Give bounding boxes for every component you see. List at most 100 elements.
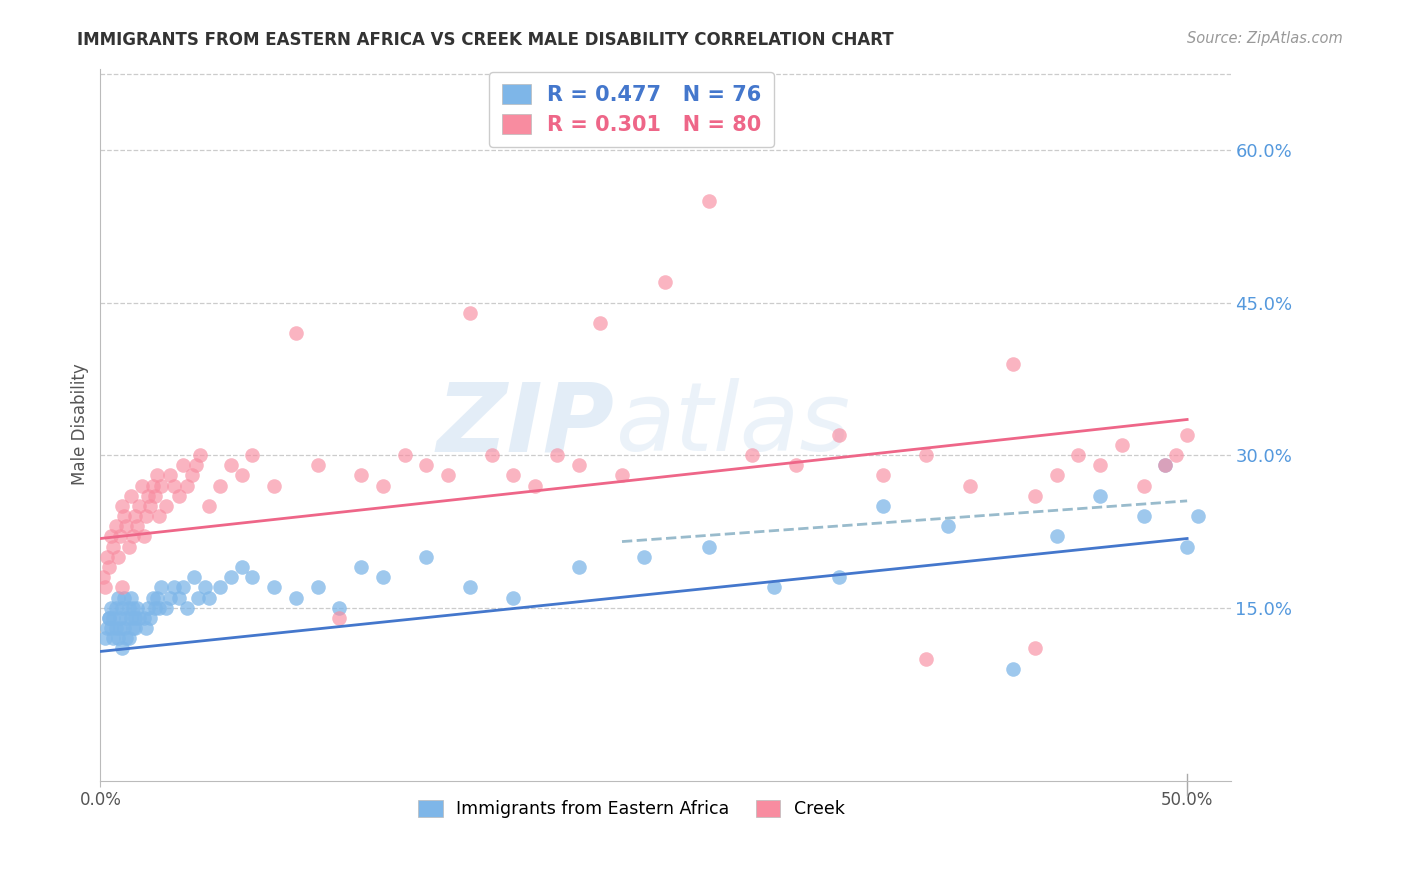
Point — [146, 468, 169, 483]
Point — [176, 478, 198, 492]
Point — [176, 600, 198, 615]
Point — [111, 499, 134, 513]
Point — [124, 621, 146, 635]
Point — [150, 580, 173, 594]
Point — [139, 611, 162, 625]
Point — [1088, 489, 1111, 503]
Point — [1067, 448, 1090, 462]
Point — [120, 591, 142, 605]
Point — [115, 611, 138, 625]
Point — [103, 540, 125, 554]
Point — [104, 621, 127, 635]
Point — [143, 489, 166, 503]
Point — [415, 549, 437, 564]
Point — [107, 631, 129, 645]
Point — [172, 580, 194, 594]
Point — [120, 611, 142, 625]
Point — [167, 489, 190, 503]
Point — [394, 448, 416, 462]
Point — [371, 478, 394, 492]
Point — [112, 509, 135, 524]
Point — [208, 580, 231, 594]
Point — [1187, 509, 1209, 524]
Point — [103, 631, 125, 645]
Point — [242, 570, 264, 584]
Point — [828, 570, 851, 584]
Point — [115, 631, 138, 645]
Point — [111, 600, 134, 615]
Point — [285, 591, 308, 605]
Point — [198, 499, 221, 513]
Point — [936, 519, 959, 533]
Text: atlas: atlas — [614, 378, 849, 471]
Point — [1166, 448, 1188, 462]
Point — [104, 519, 127, 533]
Point — [219, 458, 242, 473]
Legend: Immigrants from Eastern Africa, Creek: Immigrants from Eastern Africa, Creek — [412, 793, 852, 825]
Point — [98, 560, 121, 574]
Point — [188, 448, 211, 462]
Point — [285, 326, 308, 340]
Point — [502, 591, 524, 605]
Point — [146, 591, 169, 605]
Point — [104, 600, 127, 615]
Point — [108, 611, 131, 625]
Point — [208, 478, 231, 492]
Point — [128, 611, 150, 625]
Text: ZIP: ZIP — [437, 378, 614, 471]
Point — [111, 641, 134, 656]
Point — [1046, 529, 1069, 543]
Point — [124, 509, 146, 524]
Point — [524, 478, 547, 492]
Point — [127, 600, 149, 615]
Point — [481, 448, 503, 462]
Point — [959, 478, 981, 492]
Point — [163, 580, 186, 594]
Point — [107, 549, 129, 564]
Point — [91, 570, 114, 584]
Point — [567, 458, 589, 473]
Point — [307, 458, 329, 473]
Point — [96, 621, 118, 635]
Point — [184, 458, 207, 473]
Point — [98, 611, 121, 625]
Point — [231, 560, 253, 574]
Point — [93, 631, 115, 645]
Point — [187, 591, 209, 605]
Point — [198, 591, 221, 605]
Point — [915, 448, 938, 462]
Point — [872, 499, 894, 513]
Point — [785, 458, 807, 473]
Text: Source: ZipAtlas.com: Source: ZipAtlas.com — [1187, 31, 1343, 46]
Point — [112, 621, 135, 635]
Point — [872, 468, 894, 483]
Point — [1024, 641, 1046, 656]
Point — [1002, 662, 1025, 676]
Point — [567, 560, 589, 574]
Point — [141, 591, 163, 605]
Point — [135, 509, 157, 524]
Point — [371, 570, 394, 584]
Point — [263, 580, 285, 594]
Point — [307, 580, 329, 594]
Point — [136, 600, 159, 615]
Point — [697, 540, 720, 554]
Point — [172, 458, 194, 473]
Point — [155, 499, 177, 513]
Point — [150, 478, 173, 492]
Point — [100, 600, 122, 615]
Point — [1154, 458, 1177, 473]
Point — [633, 549, 655, 564]
Y-axis label: Male Disability: Male Disability — [72, 364, 89, 485]
Point — [219, 570, 242, 584]
Point — [589, 316, 612, 330]
Text: IMMIGRANTS FROM EASTERN AFRICA VS CREEK MALE DISABILITY CORRELATION CHART: IMMIGRANTS FROM EASTERN AFRICA VS CREEK … — [77, 31, 894, 49]
Point — [159, 591, 181, 605]
Point — [1132, 478, 1154, 492]
Point — [98, 611, 121, 625]
Point — [107, 591, 129, 605]
Point — [122, 600, 145, 615]
Point — [415, 458, 437, 473]
Point — [1132, 509, 1154, 524]
Point — [132, 529, 155, 543]
